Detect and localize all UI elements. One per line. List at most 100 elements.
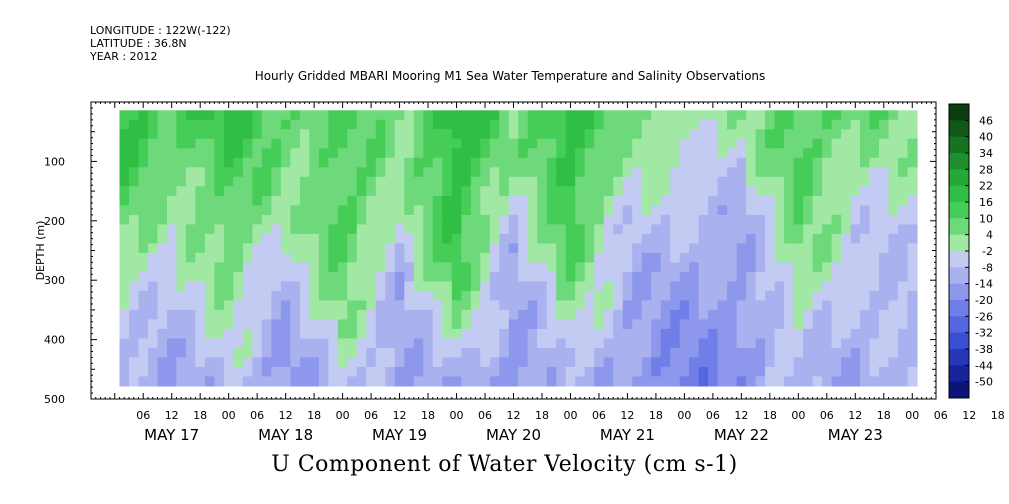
heatmap-cell: [242, 319, 253, 330]
heatmap-cell: [765, 148, 776, 159]
heatmap-cell: [385, 233, 396, 244]
heatmap-cell: [518, 167, 529, 178]
heatmap-cell: [223, 319, 234, 330]
heatmap-cell: [660, 290, 671, 301]
heatmap-cell: [575, 262, 586, 273]
heatmap-cell: [290, 205, 301, 216]
x-day-label: MAY 17: [144, 426, 199, 444]
heatmap-cell: [803, 376, 814, 387]
heatmap-cell: [641, 262, 652, 273]
heatmap-cell: [584, 376, 595, 387]
heatmap-cell: [280, 309, 291, 320]
heatmap-cell: [299, 233, 310, 244]
colorbar-tick-label: -38: [975, 343, 993, 356]
heatmap-cell: [822, 233, 833, 244]
heatmap-cell: [831, 148, 842, 159]
heatmap-cell: [641, 186, 652, 197]
heatmap-cell: [356, 205, 367, 216]
heatmap-cell: [138, 214, 149, 225]
heatmap-cell: [860, 119, 871, 130]
heatmap-cell: [413, 262, 424, 273]
colorbar-segment: [949, 365, 969, 383]
heatmap-cell: [841, 366, 852, 377]
heatmap-cell: [803, 357, 814, 368]
heatmap-cell: [157, 138, 168, 149]
heatmap-cell: [641, 243, 652, 254]
heatmap-cell: [129, 214, 140, 225]
heatmap-cell: [252, 129, 263, 140]
heatmap-cell: [299, 176, 310, 187]
heatmap-cell: [784, 157, 795, 168]
heatmap-cell: [470, 195, 481, 206]
x-hour-label: 00: [450, 409, 464, 422]
colorbar-tick-label: -20: [975, 294, 993, 307]
heatmap-cell: [765, 338, 776, 349]
heatmap-cell: [632, 309, 643, 320]
heatmap-cell: [518, 338, 529, 349]
heatmap-cell: [119, 119, 130, 130]
heatmap-cell: [518, 224, 529, 235]
heatmap-cell: [622, 138, 633, 149]
heatmap-cell: [499, 328, 510, 339]
heatmap-cell: [167, 167, 178, 178]
heatmap-cell: [271, 243, 282, 254]
heatmap-cell: [717, 129, 728, 140]
heatmap-cell: [176, 357, 187, 368]
heatmap-cell: [129, 119, 140, 130]
heatmap-cell: [793, 252, 804, 263]
heatmap-cell: [613, 309, 624, 320]
heatmap-cell: [394, 300, 405, 311]
heatmap-cell: [148, 281, 159, 292]
heatmap-cell: [242, 195, 253, 206]
heatmap-cell: [423, 300, 434, 311]
heatmap-cell: [689, 328, 700, 339]
heatmap-cell: [138, 224, 149, 235]
heatmap-cell: [489, 376, 500, 387]
heatmap-cell: [375, 376, 386, 387]
heatmap-cell: [489, 110, 500, 121]
heatmap-cell: [822, 290, 833, 301]
heatmap-cell: [622, 129, 633, 140]
heatmap-cell: [129, 129, 140, 140]
heatmap-cell: [622, 290, 633, 301]
heatmap-cell: [575, 167, 586, 178]
heatmap-cell: [290, 338, 301, 349]
heatmap-cell: [755, 205, 766, 216]
heatmap-cell: [480, 252, 491, 263]
heatmap-cell: [242, 167, 253, 178]
heatmap-cell: [613, 205, 624, 216]
heatmap-cell: [850, 186, 861, 197]
heatmap-cell: [717, 290, 728, 301]
heatmap-cell: [271, 271, 282, 282]
colorbar-segment: [949, 218, 969, 236]
heatmap-cell: [622, 119, 633, 130]
heatmap-cell: [223, 328, 234, 339]
heatmap-cell: [565, 290, 576, 301]
heatmap-cell: [869, 328, 880, 339]
heatmap-cell: [223, 338, 234, 349]
heatmap-cell: [603, 290, 614, 301]
heatmap-cell: [508, 119, 519, 130]
heatmap-cell: [698, 290, 709, 301]
heatmap-cell: [138, 290, 149, 301]
heatmap-cell: [148, 366, 159, 377]
heatmap-cell: [261, 195, 272, 206]
heatmap-cell: [167, 243, 178, 254]
heatmap-cell: [394, 110, 405, 121]
heatmap-cell: [404, 328, 415, 339]
heatmap-cell: [375, 338, 386, 349]
heatmap-cell: [423, 357, 434, 368]
heatmap-cell: [679, 271, 690, 282]
heatmap-cell: [755, 338, 766, 349]
heatmap-cell: [736, 309, 747, 320]
heatmap-cell: [242, 110, 253, 121]
heatmap-cell: [727, 195, 738, 206]
heatmap-cell: [195, 357, 206, 368]
heatmap-cell: [280, 129, 291, 140]
heatmap-cell: [746, 138, 757, 149]
heatmap-cell: [432, 129, 443, 140]
heatmap-cell: [318, 119, 329, 130]
heatmap-cell: [413, 224, 424, 235]
heatmap-cell: [594, 138, 605, 149]
heatmap-cell: [489, 357, 500, 368]
